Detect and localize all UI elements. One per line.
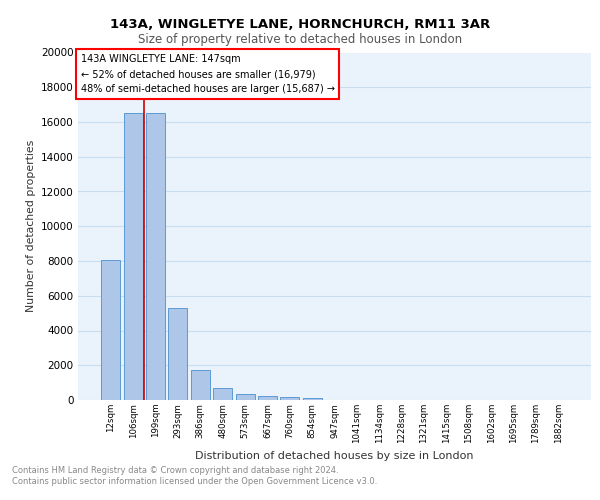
Y-axis label: Number of detached properties: Number of detached properties (26, 140, 35, 312)
Text: 143A, WINGLETYE LANE, HORNCHURCH, RM11 3AR: 143A, WINGLETYE LANE, HORNCHURCH, RM11 3… (110, 18, 490, 30)
Bar (213, 388, 232, 400)
Text: Size of property relative to detached houses in London: Size of property relative to detached ho… (138, 32, 462, 46)
Text: 143A WINGLETYE LANE: 147sqm
← 52% of detached houses are smaller (16,979)
48% of: 143A WINGLETYE LANE: 147sqm ← 52% of det… (80, 54, 335, 94)
Bar (124, 114, 143, 400)
Bar (302, 398, 322, 400)
Text: Contains public sector information licensed under the Open Government Licence v3: Contains public sector information licen… (12, 477, 377, 486)
Bar (236, 394, 254, 400)
Bar (101, 260, 121, 400)
Bar (258, 396, 277, 400)
Bar (169, 308, 187, 400)
Bar (191, 370, 210, 400)
Bar (280, 398, 299, 400)
X-axis label: Distribution of detached houses by size in London: Distribution of detached houses by size … (195, 452, 474, 462)
Text: Contains HM Land Registry data © Crown copyright and database right 2024.: Contains HM Land Registry data © Crown c… (12, 466, 338, 475)
Bar (146, 114, 165, 400)
